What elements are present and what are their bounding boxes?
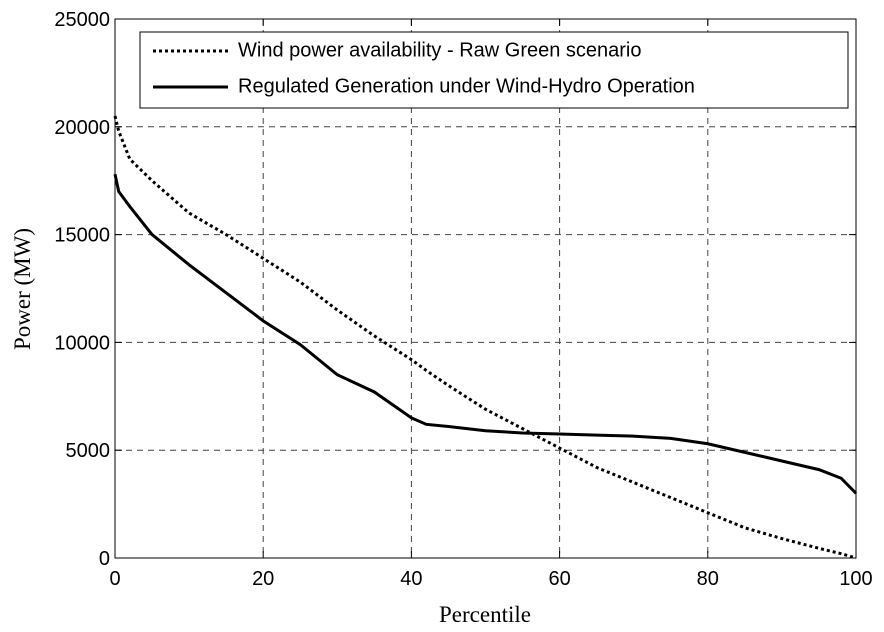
y-tick-label: 20000 xyxy=(54,117,110,139)
legend-label: Wind power availability - Raw Green scen… xyxy=(238,39,642,61)
x-tick-label: 80 xyxy=(697,568,719,590)
x-tick-label: 20 xyxy=(252,568,274,590)
data-line xyxy=(113,173,858,495)
y-tick-label: 10000 xyxy=(54,332,110,354)
x-tick-label: 100 xyxy=(839,568,872,590)
y-tick-label: 0 xyxy=(99,548,110,570)
x-axis-label: Percentile xyxy=(439,602,531,627)
y-tick-label: 25000 xyxy=(54,9,110,31)
x-tick-label: 0 xyxy=(109,568,120,590)
y-tick-label: 5000 xyxy=(66,440,111,462)
legend-box xyxy=(139,31,849,109)
y-axis-label: Power (MW) xyxy=(10,228,35,350)
plot-frame xyxy=(114,18,857,559)
y-tick-label: 15000 xyxy=(54,225,110,247)
x-tick-label: 40 xyxy=(400,568,422,590)
legend-label: Regulated Generation under Wind-Hydro Op… xyxy=(238,75,695,97)
x-tick-label: 60 xyxy=(548,568,570,590)
